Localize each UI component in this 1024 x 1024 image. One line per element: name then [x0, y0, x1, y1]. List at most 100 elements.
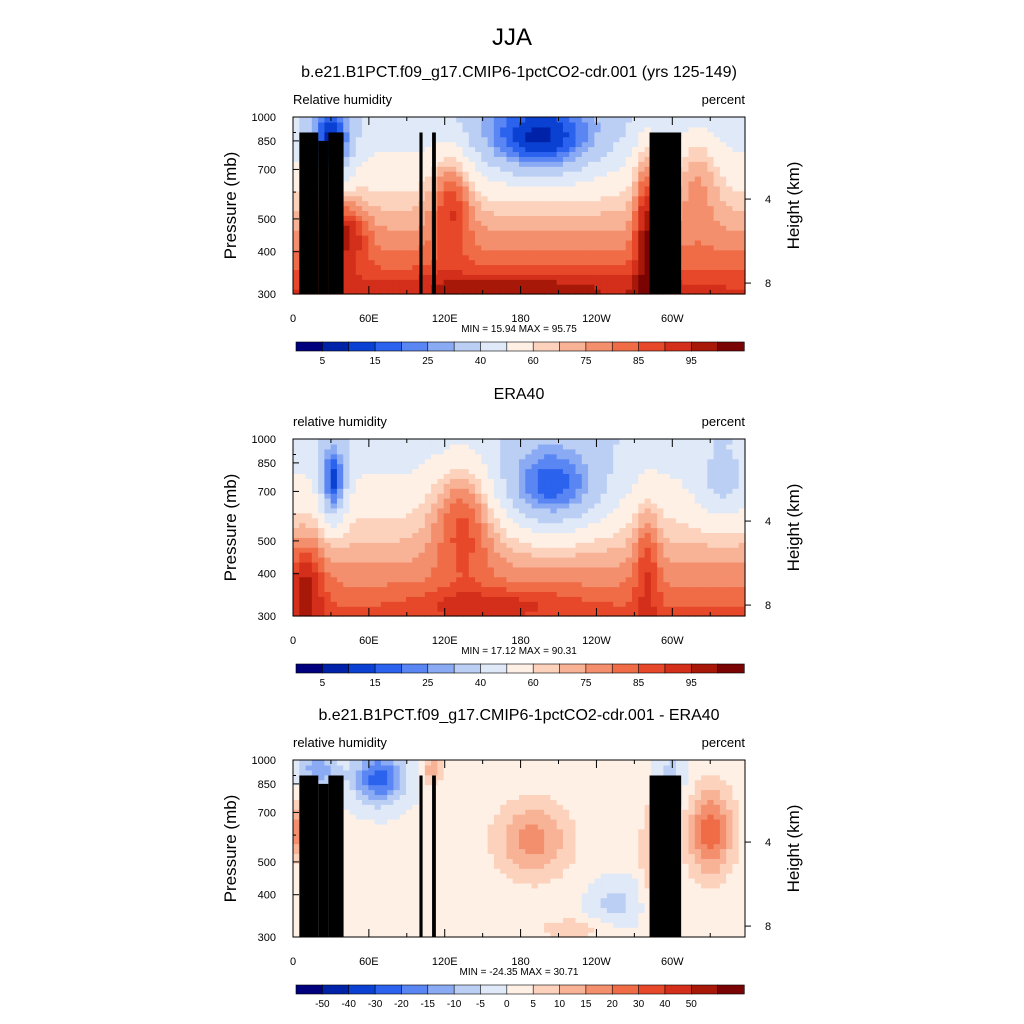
contour-cell	[493, 254, 501, 261]
contour-cell	[487, 483, 495, 489]
contour-cell	[575, 571, 583, 578]
contour-cell	[431, 576, 438, 583]
contour-cell	[481, 488, 489, 494]
contour-cell	[606, 537, 614, 543]
contour-cell	[500, 180, 508, 187]
pressure-tick-label: 700	[258, 164, 276, 176]
contour-cell	[594, 522, 602, 529]
contour-cell	[500, 254, 508, 261]
contour-cell	[336, 483, 344, 489]
contour-cell	[581, 483, 589, 489]
contour-cell	[562, 259, 570, 266]
contour-cell	[675, 566, 683, 573]
contour-cell	[487, 591, 495, 597]
contour-cell	[475, 507, 482, 514]
contour-cell	[594, 126, 602, 133]
contour-cell	[594, 512, 602, 519]
contour-cell	[324, 463, 332, 470]
contour-cell	[638, 596, 646, 602]
contour-cell	[588, 522, 595, 529]
contour-cell	[675, 463, 683, 470]
contour-cell	[669, 552, 677, 558]
contour-cell	[713, 274, 721, 280]
contour-cell	[399, 244, 407, 251]
contour-cell	[732, 141, 740, 148]
contour-cell	[412, 547, 420, 553]
contour-cell	[336, 121, 344, 128]
contour-cell	[324, 517, 332, 524]
contour-cell	[362, 274, 369, 280]
colorbar-box	[348, 341, 376, 352]
contour-cell	[550, 463, 558, 470]
contour-cell	[606, 230, 614, 236]
contour-cell	[675, 121, 683, 128]
contour-cell	[738, 146, 746, 153]
contour-cell	[525, 552, 533, 558]
contour-cell	[562, 478, 570, 484]
contour-cell	[468, 566, 476, 573]
contour-cell	[694, 284, 702, 290]
contour-cell	[713, 552, 721, 558]
contour-cell	[475, 171, 482, 177]
contour-cell	[493, 274, 501, 280]
contour-cell	[519, 493, 526, 499]
contour-cell	[694, 571, 702, 578]
contour-cell	[719, 611, 727, 617]
contour-cell	[481, 279, 489, 285]
contour-cell	[569, 166, 577, 172]
contour-cell	[682, 156, 690, 162]
contour-cell	[443, 284, 451, 290]
contour-cell	[343, 220, 351, 226]
contour-cell	[638, 458, 646, 465]
contour-cell	[424, 591, 432, 597]
contour-cell	[424, 289, 432, 295]
contour-cell	[412, 166, 420, 172]
contour-cell	[475, 156, 482, 162]
contour-cell	[349, 279, 357, 285]
contour-cell	[682, 522, 690, 529]
contour-cell	[355, 468, 363, 475]
contour-cell	[713, 279, 721, 285]
contour-cell	[682, 235, 690, 241]
contour-cell	[387, 552, 395, 558]
contour-cell	[293, 269, 300, 275]
contour-cell	[732, 576, 740, 583]
contour-cell	[562, 166, 570, 172]
contour-cell	[412, 185, 420, 192]
contour-cell	[418, 473, 426, 479]
contour-cell	[556, 576, 564, 583]
contour-cell	[657, 601, 664, 607]
contour-cell	[619, 527, 627, 534]
contour-cell	[343, 289, 351, 295]
contour-cell	[531, 566, 539, 573]
contour-cell	[343, 235, 351, 241]
contour-cell	[380, 205, 388, 212]
contour-cell	[732, 517, 740, 524]
contour-cell	[613, 606, 621, 612]
contour-cell	[632, 517, 639, 524]
contour-cell	[644, 473, 652, 479]
contour-cell	[380, 200, 388, 207]
contour-cell	[355, 210, 363, 216]
contour-cell	[544, 566, 551, 573]
contour-cell	[468, 239, 476, 246]
contour-cell	[688, 210, 696, 216]
contour-cell	[619, 571, 627, 578]
contour-cell	[688, 239, 696, 246]
contour-cell	[675, 468, 683, 475]
contour-cell	[468, 166, 476, 172]
contour-cell	[707, 215, 715, 221]
contour-cell	[393, 259, 401, 266]
contour-cell	[293, 254, 300, 261]
contour-cell	[506, 269, 514, 275]
contour-cell	[406, 176, 413, 182]
contour-cell	[362, 581, 369, 588]
contour-cell	[500, 596, 508, 602]
contour-cell	[468, 517, 476, 524]
contour-cell	[424, 239, 432, 246]
contour-cell	[625, 146, 633, 153]
contour-cell	[588, 502, 595, 509]
contour-cell	[412, 611, 420, 617]
contour-cell	[619, 566, 627, 573]
contour-cell	[443, 537, 451, 543]
